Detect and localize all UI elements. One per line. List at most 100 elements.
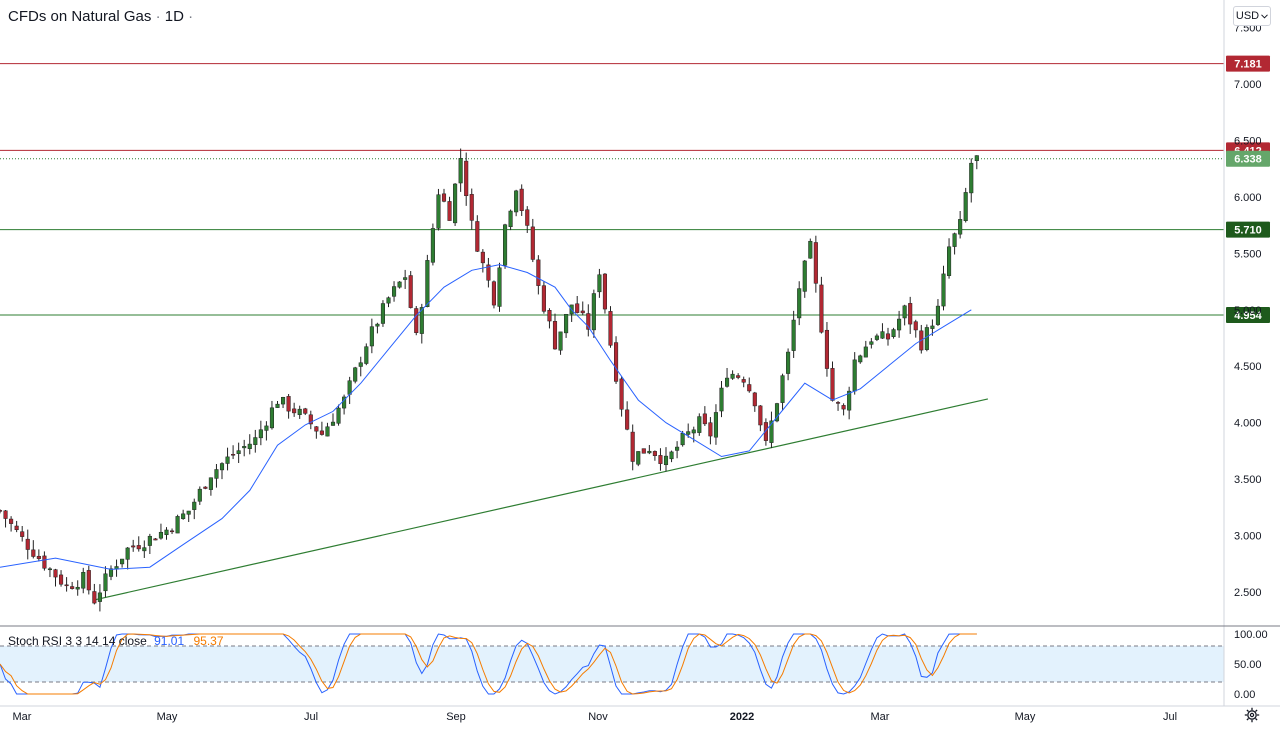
candle-body: [42, 555, 47, 569]
candle-body: [164, 529, 169, 536]
candle-body: [808, 240, 813, 259]
candle-body: [652, 451, 657, 456]
candle-body: [575, 303, 580, 313]
stoch-tick-label: 0.00: [1234, 689, 1255, 701]
candle-body: [913, 321, 918, 331]
candle-body: [380, 303, 385, 324]
candle-body: [103, 573, 108, 592]
chart-title: CFDs on Natural Gas · 1D ·: [8, 8, 193, 25]
candle-body: [203, 486, 208, 489]
candle-body: [763, 422, 768, 441]
candle-body: [691, 429, 696, 434]
candle-body: [697, 416, 702, 433]
candle-body: [92, 591, 97, 604]
y-tick-label: 7.000: [1234, 79, 1262, 91]
candle-body: [447, 201, 452, 221]
candle-body: [608, 311, 613, 346]
x-tick-label: May: [1015, 711, 1036, 723]
candle-body: [858, 355, 863, 363]
candle-body: [564, 314, 569, 334]
candle-body: [469, 194, 474, 221]
candle-body: [281, 397, 286, 405]
candle-body: [630, 431, 635, 462]
candle-body: [14, 525, 19, 531]
candle-body: [269, 407, 274, 429]
ascending-trendline: [94, 398, 989, 601]
candle-body: [708, 422, 713, 437]
candle-body: [619, 378, 624, 410]
title-separator: ·: [155, 8, 161, 25]
stoch-rsi-pane: 100.00 50.00 0.00: [0, 629, 1268, 701]
candle-body: [319, 430, 324, 435]
candle-body: [941, 273, 946, 307]
candle-body: [930, 325, 935, 329]
candle-body: [686, 431, 691, 435]
candle-body: [0, 510, 3, 512]
candle-body: [458, 158, 463, 184]
candle-body: [81, 572, 86, 589]
candle-body: [547, 309, 552, 322]
x-tick-label: Mar: [13, 711, 32, 723]
x-tick-label: Nov: [588, 711, 608, 723]
candle-body: [636, 451, 641, 465]
candle-body: [25, 538, 30, 550]
candle-body: [752, 392, 757, 407]
price-level-label: 4.954: [1234, 310, 1262, 322]
candle-body: [730, 373, 735, 379]
chevron-down-icon: [1261, 10, 1268, 22]
candle-body: [20, 531, 25, 537]
candle-body: [170, 530, 175, 533]
candle-body: [325, 426, 330, 437]
candle-body: [836, 402, 841, 404]
x-tick-label: Mar: [871, 711, 890, 723]
stoch-tick-label: 100.00: [1234, 629, 1268, 641]
stoch-band-fill: [0, 646, 1224, 682]
candle-body: [353, 367, 358, 382]
candle-body: [75, 586, 80, 590]
y-tick-label: 5.500: [1234, 248, 1262, 260]
candle-body: [747, 384, 752, 392]
candle-body: [530, 226, 535, 260]
stoch-d-line: [0, 633, 977, 695]
candle-body: [108, 568, 114, 577]
price-level-label: 7.181: [1234, 59, 1262, 71]
candle-body: [419, 307, 424, 334]
candle-body: [830, 368, 835, 401]
candle-body: [741, 379, 746, 383]
candle-body: [397, 281, 402, 288]
currency-dropdown[interactable]: USD: [1233, 6, 1271, 26]
indicator-legend[interactable]: Stoch RSI 3 3 14 14 close 91.01 95.37: [8, 634, 224, 648]
candle-body: [247, 443, 252, 449]
candle-body: [625, 409, 630, 430]
candle-body: [264, 425, 269, 431]
candle-body: [219, 463, 225, 471]
candle-body: [192, 501, 197, 510]
candle-body: [386, 297, 391, 304]
candle-body: [552, 321, 558, 350]
candle-body: [453, 183, 458, 224]
x-tick-label: Jul: [304, 711, 318, 723]
currency-label: USD: [1235, 10, 1260, 22]
candle-body: [9, 518, 14, 524]
candle-body: [303, 408, 308, 414]
candle-body: [508, 210, 513, 227]
candle-body: [231, 453, 236, 456]
candle-body: [958, 219, 963, 235]
candle-body: [369, 326, 374, 347]
candle-body: [464, 160, 469, 197]
candle-body: [519, 188, 524, 211]
candle-body: [713, 412, 719, 438]
candle-body: [47, 568, 53, 571]
price-level-tag: [1226, 150, 1270, 167]
candle-body: [786, 351, 791, 374]
candle-body: [436, 194, 441, 229]
candle-body: [358, 362, 363, 367]
candle-body: [675, 446, 680, 451]
symbol-name: CFDs on Natural Gas: [8, 8, 152, 25]
candle-body: [841, 405, 846, 410]
gear-icon[interactable]: [1243, 706, 1261, 724]
interval-label[interactable]: 1D: [164, 8, 184, 25]
candle-body: [758, 405, 763, 426]
